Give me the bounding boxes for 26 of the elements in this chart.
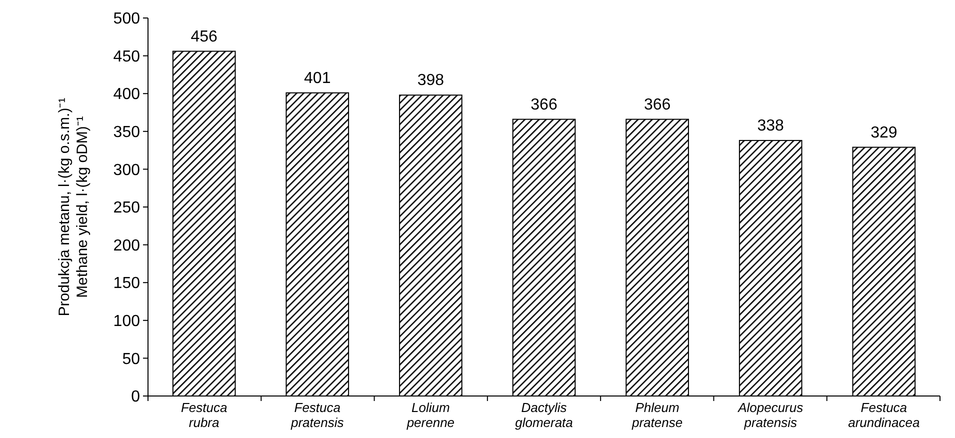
y-tick-label: 100 bbox=[113, 313, 140, 330]
x-tick-label: Dactylis glomerata bbox=[515, 400, 573, 430]
x-tick-label: Festuca pratensis bbox=[290, 400, 344, 430]
y-tick-label: 350 bbox=[113, 124, 140, 141]
y-tick-label: 500 bbox=[113, 10, 140, 28]
x-tick-label: Festuca arundinacea bbox=[848, 400, 920, 430]
y-tick-label: 50 bbox=[122, 350, 140, 368]
x-tick-label: Festuca rubra bbox=[180, 400, 228, 430]
x-tick-label: Alopecurus pratensis bbox=[737, 400, 804, 430]
data-label: 329 bbox=[870, 124, 898, 142]
y-axis-title: Produkcja metanu, l·(kg o.s.m.)⁻¹ Methane yield, l·(kg oDM)⁻¹ bbox=[56, 98, 91, 316]
data-label: 398 bbox=[417, 72, 444, 90]
y-tick-label: 400 bbox=[113, 86, 140, 104]
x-tick-label: Lolium perenne bbox=[406, 400, 455, 430]
data-label: 338 bbox=[757, 117, 784, 134]
data-label: 401 bbox=[304, 70, 331, 87]
x-tick-label: Phleum pratense bbox=[631, 400, 683, 430]
y-tick-label: 200 bbox=[113, 237, 140, 254]
y-tick-label: 300 bbox=[113, 162, 140, 179]
data-label: 456 bbox=[190, 28, 218, 46]
y-tick-label: 250 bbox=[113, 200, 140, 217]
y-tick-label: 150 bbox=[113, 275, 140, 292]
data-label: 366 bbox=[530, 96, 558, 114]
y-tick-label: 450 bbox=[113, 48, 140, 66]
data-label: 366 bbox=[644, 96, 671, 114]
y-tick-label: 0 bbox=[131, 388, 140, 406]
